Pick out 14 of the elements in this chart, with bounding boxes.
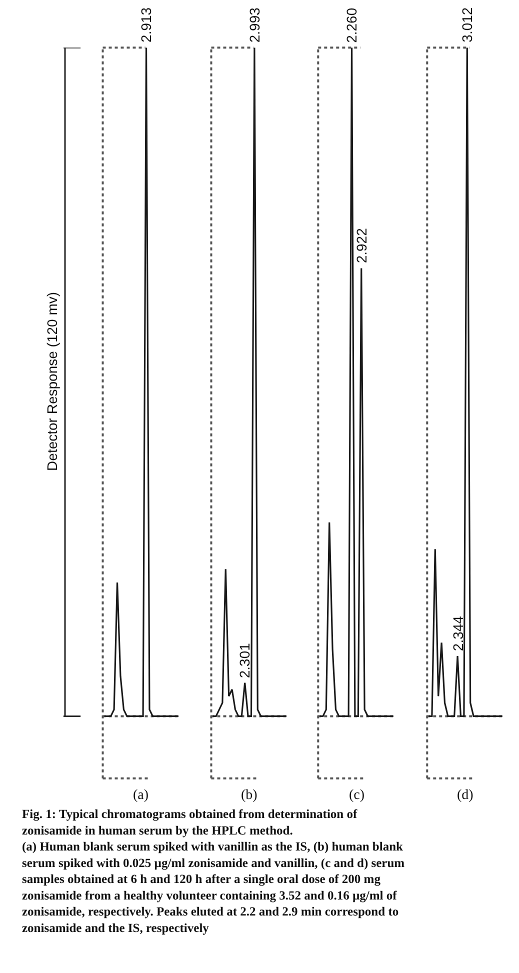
annotation: 3.012 xyxy=(458,7,475,42)
x-axis-title: (b) xyxy=(241,788,258,803)
annotation: 2.993 xyxy=(246,7,262,43)
text: Fig. 1: Typical chromatograms obtained from determination of zonisamide in human serum by the HPLC method. xyxy=(22,807,358,838)
x-axis-title: (d) xyxy=(457,788,474,803)
x-axis-title: (a) xyxy=(133,788,149,803)
annotation: 2.344 xyxy=(450,616,466,652)
annotation: 2.922 xyxy=(354,228,370,264)
y-axis-title: Detector Response (120 mv) xyxy=(44,292,60,471)
annotation: 2.913 xyxy=(138,7,154,42)
annotation: 2.301 xyxy=(236,642,253,678)
x-axis-title: (c) xyxy=(349,788,365,803)
text: (a) Human blank serum spiked with vanillin as the IS, (b) human blank serum spiked with 0.025 µg/ml zonisamide and vanillin, (c and d) serum samples obtained at 6 h and 120 h after a single oral dose of 200 mg zonisamide from a healthy volunteer containing 3.52 and 0.16 µg/ml of zonisamide, respectively. Peaks eluted at 2.2 and 2.9 min correspond to zonisamide and the IS, respectively xyxy=(22,840,406,935)
annotation: 2.260 xyxy=(344,8,360,43)
